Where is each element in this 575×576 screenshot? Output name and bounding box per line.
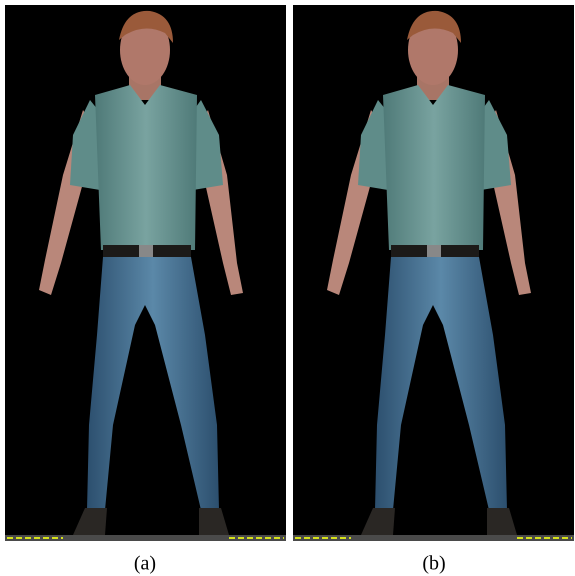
- caption: (a): [134, 553, 156, 575]
- panel-b: (b): [293, 5, 574, 575]
- photo: [293, 5, 574, 541]
- panel-a: (a): [5, 5, 286, 575]
- photo: [5, 5, 286, 541]
- caption: (b): [422, 553, 445, 575]
